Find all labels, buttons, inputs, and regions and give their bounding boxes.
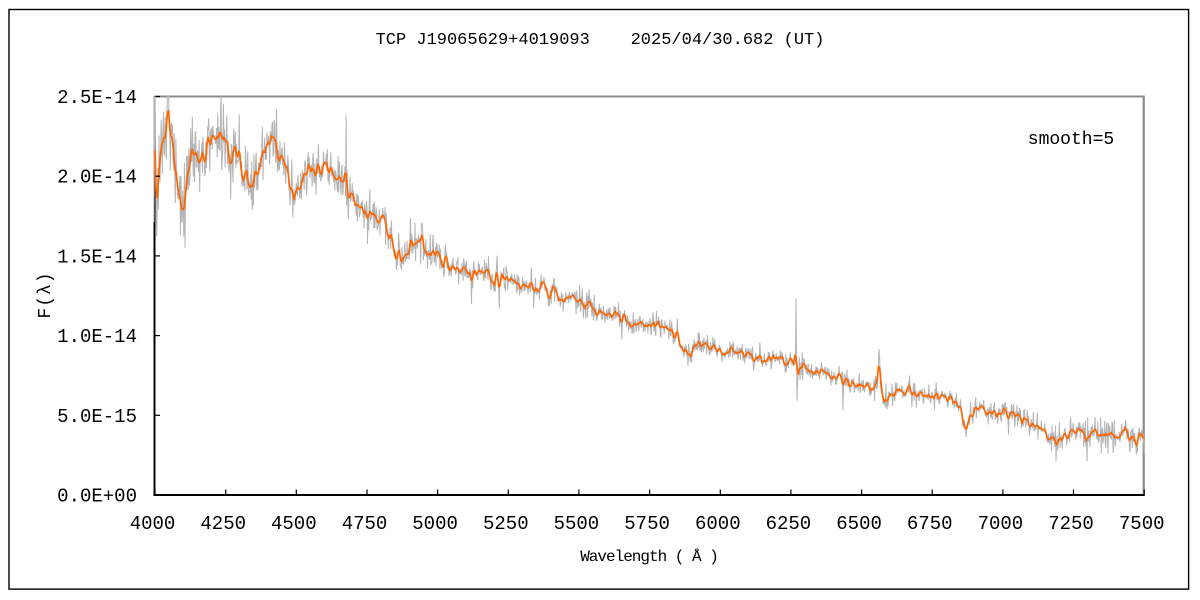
svg-text:7000: 7000 bbox=[978, 513, 1024, 535]
svg-text:F(λ): F(λ) bbox=[36, 271, 56, 318]
svg-text:TCP J19065629+4019093 2025/: TCP J19065629+4019093 2025/04/30.682 (UT… bbox=[376, 31, 825, 50]
svg-text:5.0E-15: 5.0E-15 bbox=[57, 406, 137, 428]
svg-text:5000: 5000 bbox=[412, 513, 458, 535]
svg-text:2.0E-14: 2.0E-14 bbox=[57, 167, 137, 189]
svg-text:6000: 6000 bbox=[695, 513, 741, 535]
svg-text:smooth=5: smooth=5 bbox=[1028, 130, 1114, 150]
svg-text:4000: 4000 bbox=[130, 513, 176, 535]
svg-text:4500: 4500 bbox=[271, 513, 317, 535]
svg-text:0.0E+00: 0.0E+00 bbox=[57, 486, 137, 508]
svg-text:4750: 4750 bbox=[342, 513, 388, 535]
svg-text:6500: 6500 bbox=[836, 513, 882, 535]
svg-text:6750: 6750 bbox=[907, 513, 953, 535]
svg-text:4250: 4250 bbox=[200, 513, 246, 535]
svg-text:1.5E-14: 1.5E-14 bbox=[57, 246, 137, 268]
svg-text:5500: 5500 bbox=[554, 513, 600, 535]
svg-text:6250: 6250 bbox=[766, 513, 812, 535]
svg-text:1.0E-14: 1.0E-14 bbox=[57, 326, 137, 348]
svg-text:7500: 7500 bbox=[1119, 513, 1165, 535]
svg-text:7250: 7250 bbox=[1048, 513, 1094, 535]
svg-text:2.5E-14: 2.5E-14 bbox=[57, 87, 137, 109]
svg-text:5250: 5250 bbox=[483, 513, 529, 535]
svg-text:Wavelength ( Å ): Wavelength ( Å ) bbox=[580, 548, 718, 566]
svg-text:5750: 5750 bbox=[624, 513, 670, 535]
